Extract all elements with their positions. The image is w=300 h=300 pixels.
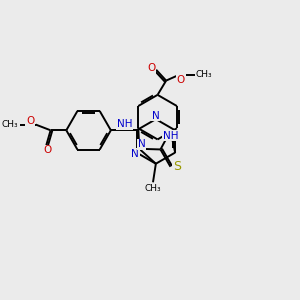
Text: CH₃: CH₃ — [145, 184, 161, 193]
Text: S: S — [173, 160, 181, 173]
Text: O: O — [26, 116, 34, 126]
Text: O: O — [44, 145, 52, 155]
Text: N: N — [138, 139, 146, 149]
Text: CH₃: CH₃ — [196, 70, 212, 79]
Text: O: O — [147, 63, 155, 73]
Text: N: N — [152, 111, 160, 121]
Text: NH: NH — [163, 131, 178, 141]
Text: O: O — [177, 75, 185, 85]
Text: N: N — [131, 149, 139, 159]
Text: NH: NH — [116, 119, 132, 129]
Text: CH₃: CH₃ — [2, 120, 18, 129]
